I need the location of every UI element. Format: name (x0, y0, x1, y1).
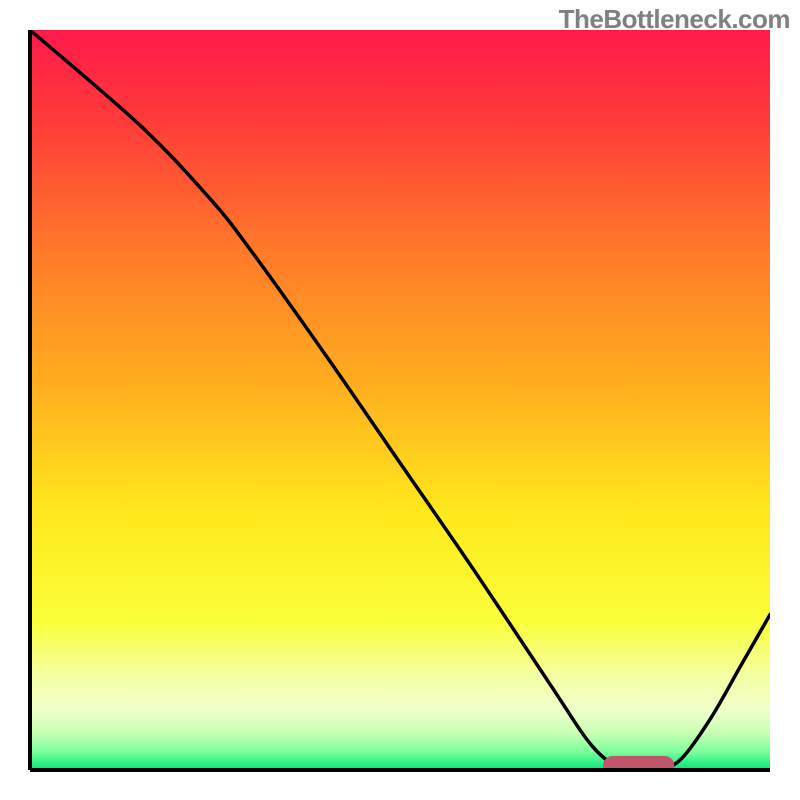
chart-container: TheBottleneck.com (0, 0, 800, 800)
plot-gradient-background (30, 30, 770, 770)
watermark-label: TheBottleneck.com (559, 4, 790, 35)
bottleneck-chart (0, 0, 800, 800)
